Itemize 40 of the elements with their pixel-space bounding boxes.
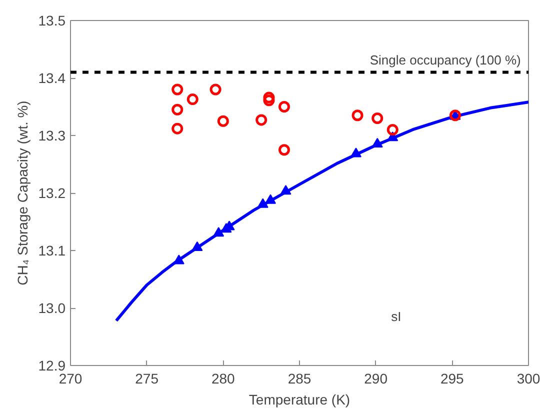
point [352,110,364,122]
point [263,92,275,104]
x-axis-title: Temperature (K) [248,392,350,408]
point [280,185,292,195]
x-tick-label: 300 [516,370,540,386]
point [257,198,268,208]
point [264,194,276,204]
point [372,138,383,148]
point [210,84,222,96]
y-tick-label: 13.5 [38,12,66,28]
y-tick-label: 13.3 [38,128,66,144]
y-tick-label: 13.2 [38,185,66,201]
point [192,241,203,252]
point [172,84,184,96]
point [372,112,384,124]
point [213,226,224,237]
line-series [114,100,528,322]
x-tick-label: 270 [58,370,82,386]
point [350,148,362,158]
annotation: sI [391,309,402,324]
x-tick-label: 290 [364,370,388,386]
point [186,94,198,106]
y-axis-title: CH₄ Storage Capacity (wt. %) [14,100,30,286]
ref-line-label: Single occupancy (100 %) [370,52,521,68]
point [278,101,290,112]
y-tick-label: 13.0 [38,300,66,316]
x-tick-label: 275 [135,370,159,386]
point [256,114,268,126]
y-tick-label: 12.9 [38,358,66,374]
x-tick-label: 285 [288,370,312,386]
x-tick-label: 280 [211,370,236,386]
y-tick-label: 13.4 [38,70,66,86]
point [278,144,290,156]
point [217,115,229,127]
point [386,124,398,136]
point [172,122,184,134]
point [172,104,184,116]
point [263,94,275,106]
y-tick-label: 13.1 [38,242,66,258]
x-tick-label: 295 [440,370,464,386]
